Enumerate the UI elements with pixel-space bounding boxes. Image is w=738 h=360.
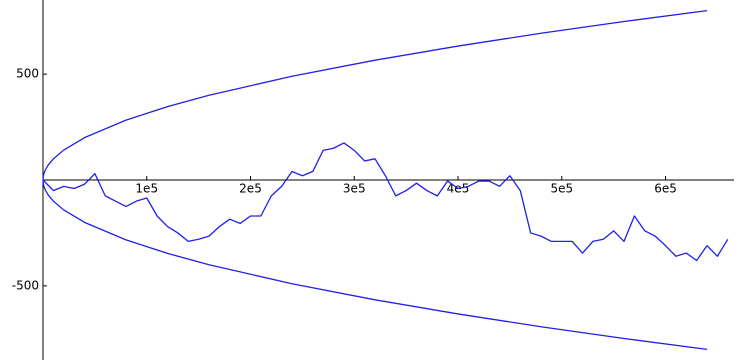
x-tick-label: 5e5 <box>550 182 573 196</box>
x-tick-label: 2e5 <box>239 182 262 196</box>
line-series <box>42 9 708 181</box>
x-tick-label: 1e5 <box>135 182 158 196</box>
x-tick-label: 3e5 <box>343 182 366 196</box>
line-series <box>42 142 729 262</box>
line-series <box>42 179 708 351</box>
y-tick-label: -500 <box>12 278 39 292</box>
x-tick-label: 6e5 <box>654 182 677 196</box>
y-tick-label: 500 <box>16 67 39 81</box>
